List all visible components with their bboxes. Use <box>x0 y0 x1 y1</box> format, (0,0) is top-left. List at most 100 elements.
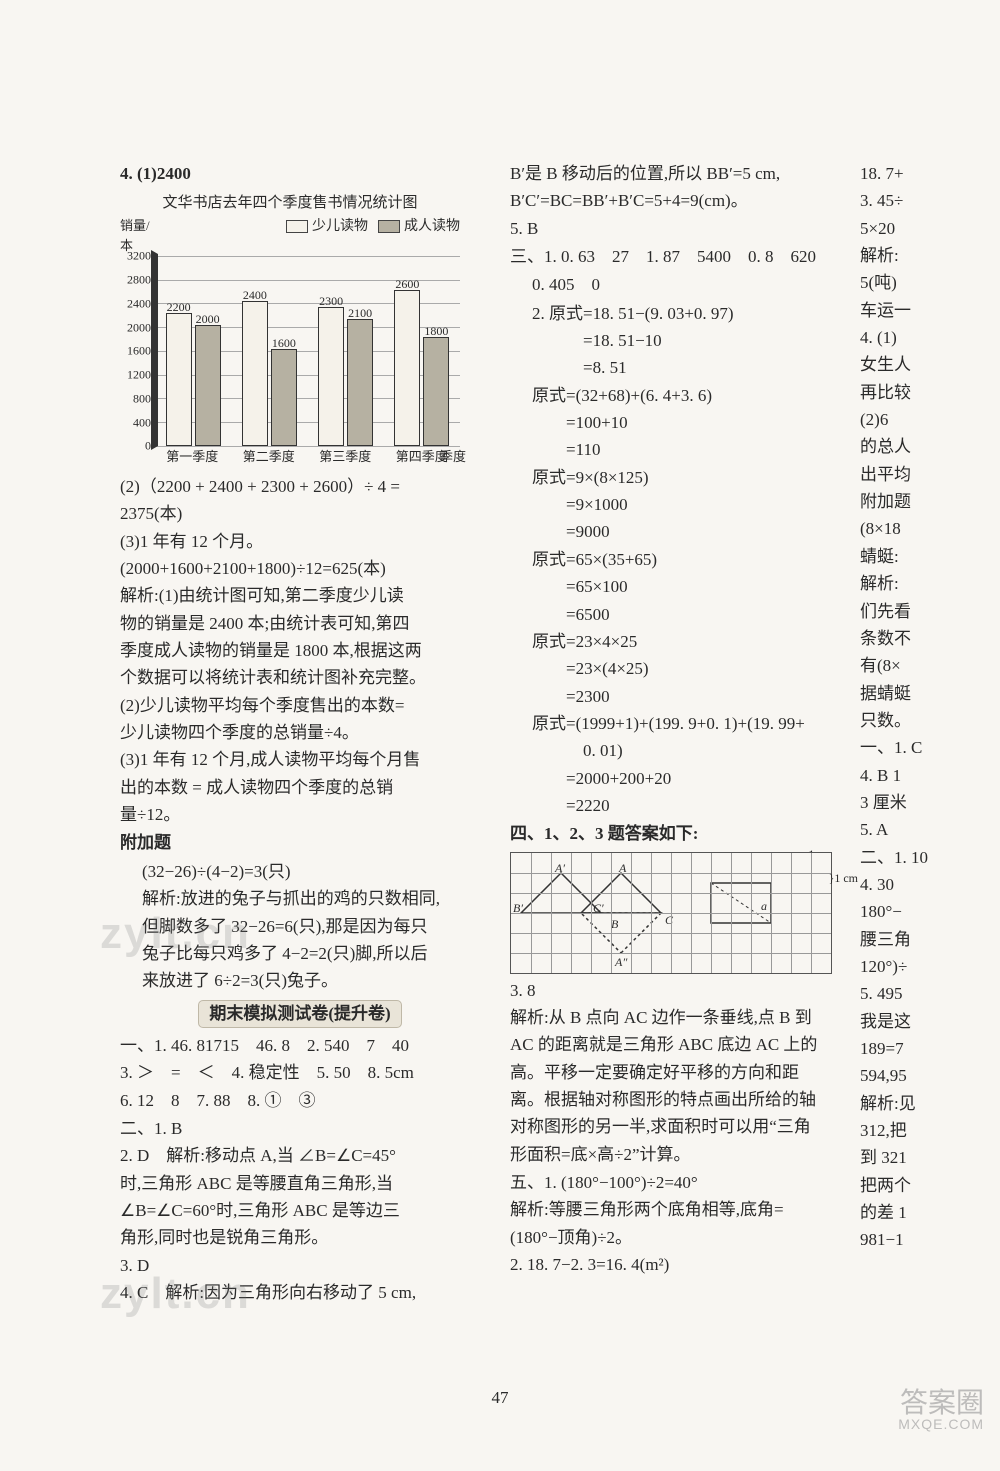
text-line: 0. 01) <box>532 738 830 764</box>
gridline <box>155 303 460 304</box>
bar-group: 22002000 <box>166 313 221 446</box>
text-line: 离。根据轴对称图形的特点画出所给的轴 <box>510 1087 830 1113</box>
text-line: 角形,同时也是锐角三角形。 <box>120 1225 480 1251</box>
text-line: 594,95 <box>860 1063 970 1089</box>
text-line: 解析:从 B 点向 AC 边作一条垂线,点 B 到 <box>510 1005 830 1031</box>
bar-group: 24001600 <box>242 301 297 446</box>
text-line: =18. 51−10 <box>532 328 830 354</box>
text-line: 3. ＞ = ＜ 4. 稳定性 5. 50 8. 5cm <box>120 1060 480 1086</box>
text-line: 把两个 <box>860 1173 970 1199</box>
text-line: 兔子比每只鸡多了 4−2=2(只)脚,所以后 <box>142 941 480 967</box>
bar-label: 1600 <box>272 334 296 353</box>
bar: 1600 <box>271 349 297 446</box>
bar: 2000 <box>195 325 221 446</box>
text-line: 4. B 1 <box>860 763 970 789</box>
s4-head: 四、1、2、3 题答案如下: <box>510 821 830 847</box>
text-line: 5. B <box>510 216 830 242</box>
s3-head: 三、1. 0. 63 27 1. 87 5400 0. 8 620 <box>510 244 830 270</box>
gd-lbl: C′ <box>593 899 604 918</box>
text-line: B′C′=BC=BB′+B′C=5+4=9(cm)。 <box>510 188 830 214</box>
text-line: 解析:(1)由统计图可知,第二季度少儿读 <box>120 583 480 609</box>
ytick: 2800 <box>121 270 151 289</box>
ytick: 800 <box>121 389 151 408</box>
gd-lbl: B′ <box>513 899 523 918</box>
text-line: 条数不 <box>860 626 970 652</box>
bar: 2600 <box>394 290 420 446</box>
text-line: 3. D <box>120 1253 480 1279</box>
text-line: 个数据可以将统计表和统计图补充完整。 <box>120 665 480 691</box>
text-line: (2000+1600+2100+1800)÷12=625(本) <box>120 556 480 582</box>
text-line: 时,三角形 ABC 是等腰直角三角形,当 <box>120 1171 480 1197</box>
text-line: 2. D 解析:移动点 A,当 ∠B=∠C=45° <box>120 1143 480 1169</box>
bar: 1800 <box>423 337 449 446</box>
col3-lines: 18. 7+3. 45÷5×20解析:5(吨)车运一4. (1)女生人再比较(2… <box>860 160 970 1255</box>
xtick: 第二季度 <box>243 447 295 467</box>
text-line: 腰三角 <box>860 927 970 953</box>
gridline <box>155 327 460 328</box>
legend-item-adult: 成人读物 <box>378 216 460 238</box>
grid-scale-2: }1 cm <box>829 869 858 888</box>
text-line: 解析: <box>860 571 970 597</box>
text-line: =100+10 <box>532 410 830 436</box>
grid-col <box>811 853 812 973</box>
bar-group: 23002100 <box>318 307 373 446</box>
text-line: 解析:放进的兔子与抓出的鸡的只数相同, <box>142 886 480 912</box>
text-line: 女生人 <box>860 352 970 378</box>
text-line: B′是 B 移动后的位置,所以 BB′=5 cm, <box>510 161 830 187</box>
text-line: 180°− <box>860 899 970 925</box>
text-line: (8×18 <box>860 516 970 542</box>
bar-chart: 文华书店去年四个季度售书情况统计图 销量/本 少儿读物 成人读物 0400800… <box>120 192 460 467</box>
chart-xticks: 第一季度第二季度第三季度第四季度季度 <box>154 447 460 467</box>
text-line: 5. A <box>860 817 970 843</box>
grid-col <box>771 853 772 973</box>
text-line: 4. 30 <box>860 872 970 898</box>
text-line: 的总人 <box>860 434 970 460</box>
text-line: 据蜻蜓 <box>860 681 970 707</box>
text-line: 高。平移一定要确定好平移的方向和距 <box>510 1060 830 1086</box>
text-line: 2. 原式=18. 51−(9. 03+0. 97) <box>532 301 830 327</box>
bar: 2300 <box>318 307 344 446</box>
text-line: =8. 51 <box>532 355 830 381</box>
bar-label: 1800 <box>424 322 448 341</box>
text-line: 一、1. C <box>860 735 970 761</box>
bar: 2100 <box>347 319 373 446</box>
bar-label: 2100 <box>348 304 372 323</box>
col1-after-chart: (2)（2200 + 2400 + 2300 + 2600）÷ 4 =2375(… <box>120 473 480 829</box>
text-line: 再比较 <box>860 380 970 406</box>
gridline <box>155 280 460 281</box>
gd-lbl: A <box>619 859 626 878</box>
text-line: 原式=(32+68)+(6. 4+3. 6) <box>532 383 830 409</box>
text-line: (2)少儿读物平均每个季度售出的本数= <box>120 693 480 719</box>
text-line: 但脚数多了 32−26=6(只),那是因为每只 <box>142 914 480 940</box>
column-3: 18. 7+3. 45÷5×20解析:5(吨)车运一4. (1)女生人再比较(2… <box>860 160 970 1307</box>
grid-col <box>751 853 752 973</box>
text-line: 出平均 <box>860 462 970 488</box>
text-line: 蜻蜓: <box>860 544 970 570</box>
grid-col <box>631 853 632 973</box>
bar-label: 2000 <box>196 310 220 329</box>
grid-col <box>711 853 712 973</box>
text-line: (3)1 年有 12 个月,成人读物平均每个月售 <box>120 747 480 773</box>
ytick: 1600 <box>121 342 151 361</box>
text-line: 来放进了 6÷2=3(只)兔子。 <box>142 968 480 994</box>
gridline <box>155 422 460 423</box>
gridline <box>155 256 460 257</box>
grid-col <box>551 853 552 973</box>
grid-col <box>571 853 572 973</box>
text-line: 6. 12 8 7. 88 8. ① ③ <box>120 1088 480 1114</box>
bar: 2200 <box>166 313 192 446</box>
grid-col <box>531 853 532 973</box>
text-line: =9×1000 <box>532 492 830 518</box>
xtick: 第一季度 <box>166 447 218 467</box>
fujia-head: 附加题 <box>120 830 480 856</box>
bar-label: 2200 <box>167 298 191 317</box>
text-line: 3 厘米 <box>860 790 970 816</box>
text-line: 附加题 <box>860 489 970 515</box>
text-line: 二、1. B <box>120 1116 480 1142</box>
text-line: 312,把 <box>860 1118 970 1144</box>
col2-top: B′是 B 移动后的位置,所以 BB′=5 cm,B′C′=BC=BB′+B′C… <box>510 160 830 243</box>
s3-sub: 0. 405 0 <box>510 272 830 298</box>
text-line: 量÷12。 <box>120 802 480 828</box>
text-line: ∠B=∠C=60°时,三角形 ABC 是等边三 <box>120 1198 480 1224</box>
text-line: 解析:等腰三角形两个底角相等,底角= <box>510 1197 830 1223</box>
